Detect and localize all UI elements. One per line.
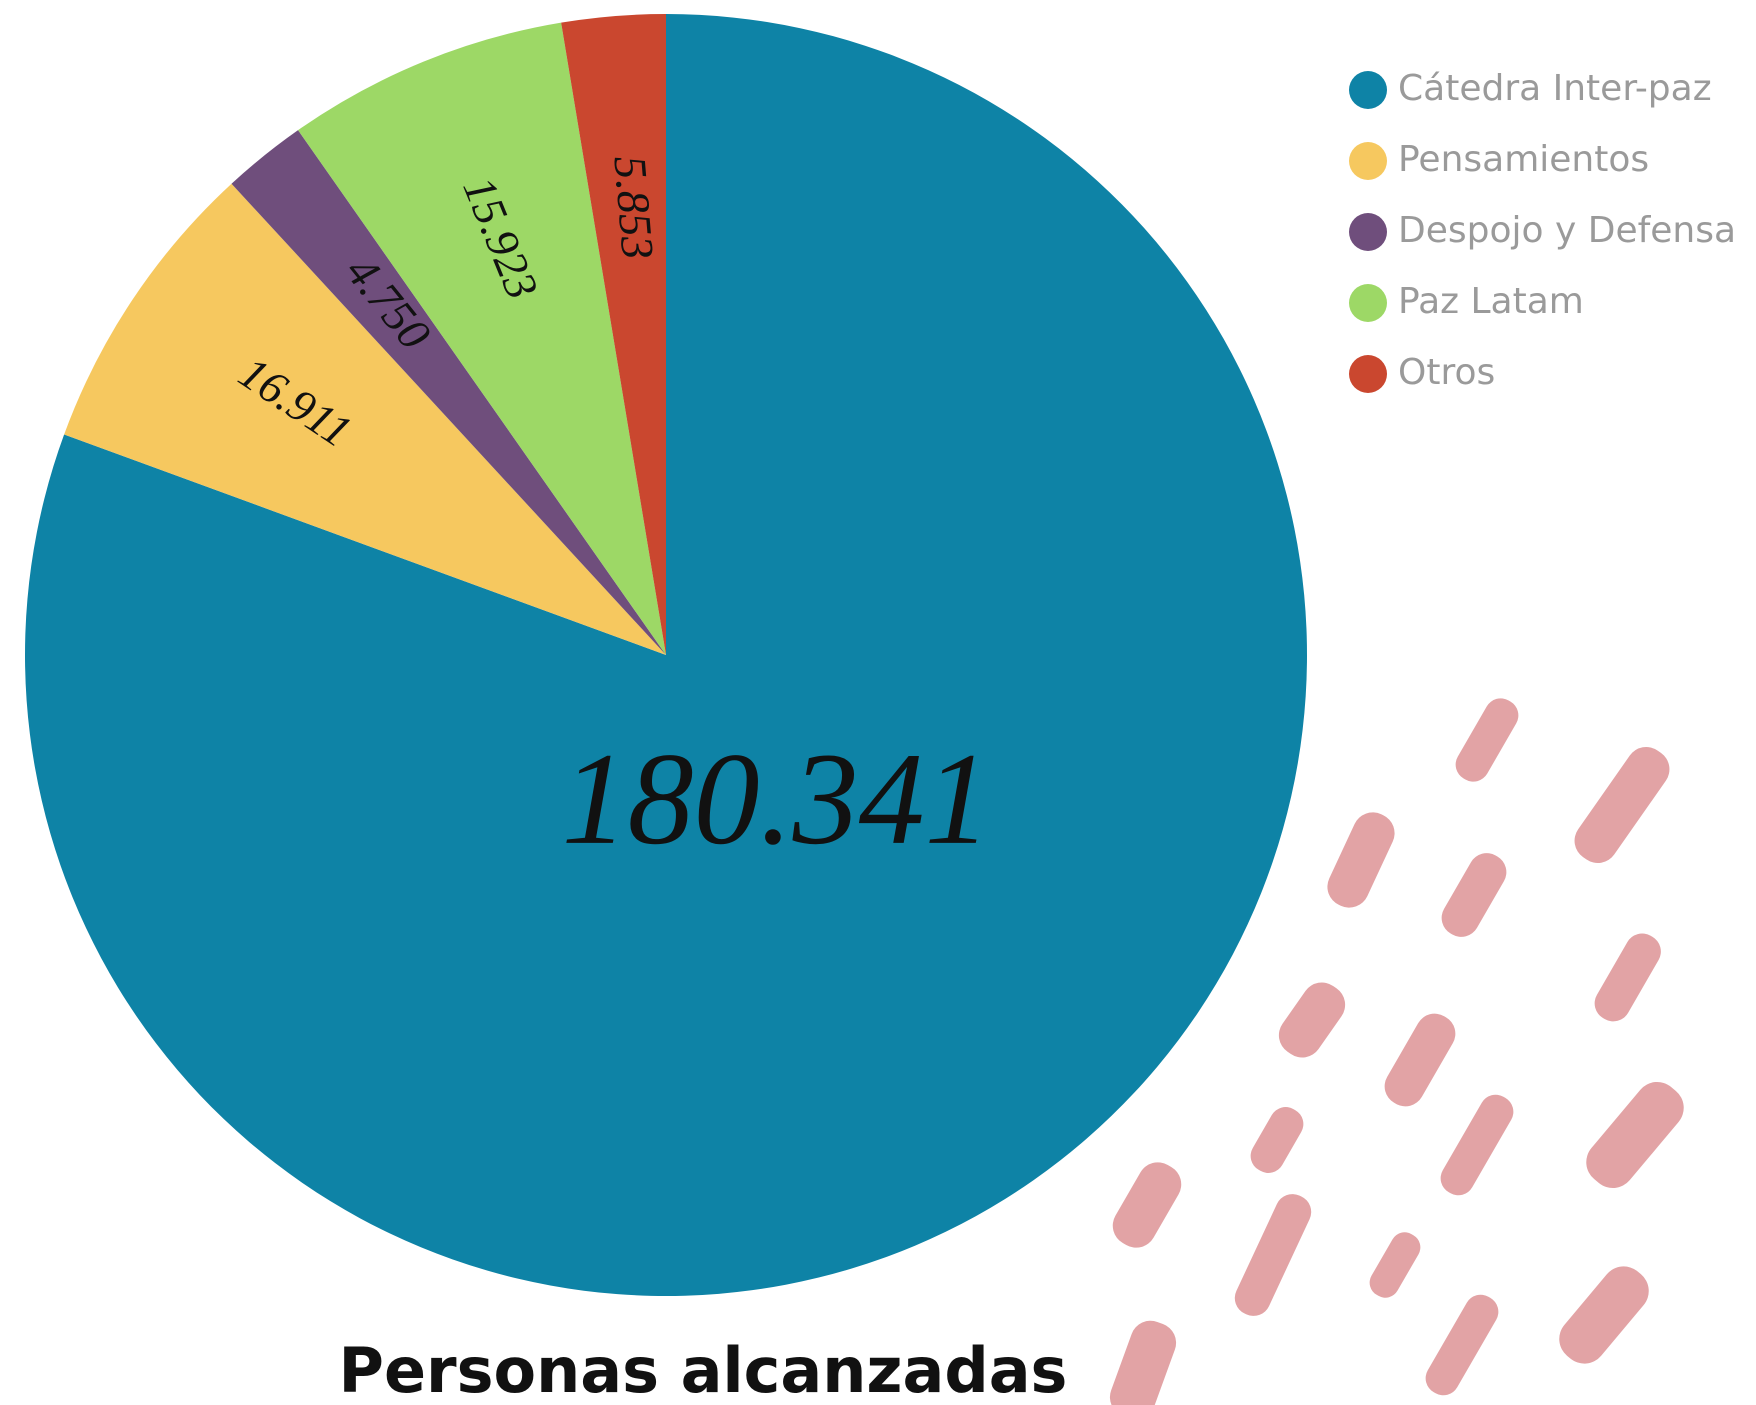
legend-marker: [1349, 213, 1387, 251]
legend-label: Pensamientos: [1398, 139, 1649, 180]
legend-marker: [1349, 284, 1387, 322]
chart: 180.34116.9114.75015.9235.853 Cátedra In…: [0, 0, 1756, 1405]
legend-label: Paz Latam: [1398, 281, 1584, 322]
legend-marker: [1349, 71, 1387, 109]
data-label: 5.853: [604, 154, 663, 261]
legend-label: Despojo y Defensa: [1398, 210, 1736, 251]
legend-label: Cátedra Inter-paz: [1398, 68, 1712, 109]
data-label: 180.341: [562, 725, 991, 872]
legend: Cátedra Inter-paz Pensamientos Despojo y D…: [1349, 68, 1736, 393]
legend-marker: [1349, 142, 1387, 180]
legend-marker: [1349, 355, 1387, 393]
chart-title: Personas alcanzadas: [339, 1334, 1068, 1405]
legend-label: Otros: [1398, 352, 1495, 393]
